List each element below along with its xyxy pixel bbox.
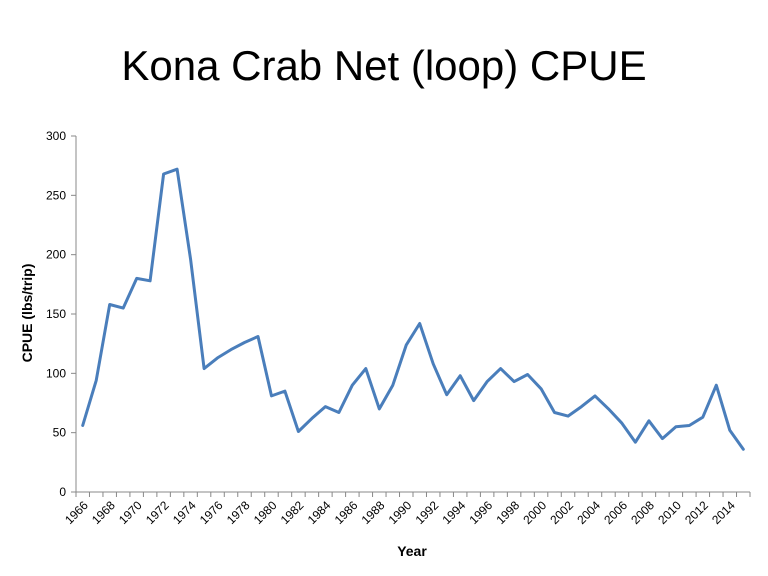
x-tick-label: 2004 bbox=[574, 498, 603, 527]
x-tick-label: 1978 bbox=[224, 498, 253, 527]
y-tick-label: 0 bbox=[59, 485, 66, 499]
x-tick-label: 1998 bbox=[493, 498, 522, 527]
x-tick-label: 1992 bbox=[413, 498, 442, 527]
x-tick-label: 1986 bbox=[332, 498, 361, 527]
x-tick-label: 2000 bbox=[520, 498, 549, 527]
chart-title: Kona Crab Net (loop) CPUE bbox=[121, 42, 647, 89]
x-tick-label: 2010 bbox=[655, 498, 684, 527]
x-tick-label: 1984 bbox=[305, 498, 334, 527]
x-tick-label: 1994 bbox=[440, 498, 469, 527]
x-axis-title: Year bbox=[397, 543, 427, 559]
x-tick-label: 1996 bbox=[466, 498, 495, 527]
y-tick-label: 300 bbox=[46, 129, 66, 143]
x-tick-label: 1974 bbox=[170, 498, 199, 527]
x-tick-label: 1970 bbox=[116, 498, 145, 527]
y-tick-label: 250 bbox=[46, 188, 66, 202]
x-tick-label: 1966 bbox=[62, 498, 91, 527]
y-tick-label: 150 bbox=[46, 307, 66, 321]
x-tick-label: 1982 bbox=[278, 498, 307, 527]
series-line-0 bbox=[81, 167, 745, 451]
y-tick-label: 100 bbox=[46, 366, 66, 380]
x-tick-label: 2012 bbox=[682, 498, 711, 527]
x-tick-label: 2006 bbox=[601, 498, 630, 527]
x-tick-label: 2014 bbox=[709, 498, 738, 527]
y-axis-title: CPUE (lbs/trip) bbox=[19, 264, 35, 363]
x-tick-label: 1990 bbox=[386, 498, 415, 527]
x-tick-label: 2002 bbox=[547, 498, 576, 527]
x-tick-label: 1968 bbox=[89, 498, 118, 527]
x-tick-label: 2008 bbox=[628, 498, 657, 527]
y-tick-label: 200 bbox=[46, 248, 66, 262]
y-tick-label: 50 bbox=[53, 426, 67, 440]
x-tick-label: 1976 bbox=[197, 498, 226, 527]
x-tick-label: 1972 bbox=[143, 498, 172, 527]
x-tick-label: 1988 bbox=[359, 498, 388, 527]
x-tick-label: 1980 bbox=[251, 498, 280, 527]
